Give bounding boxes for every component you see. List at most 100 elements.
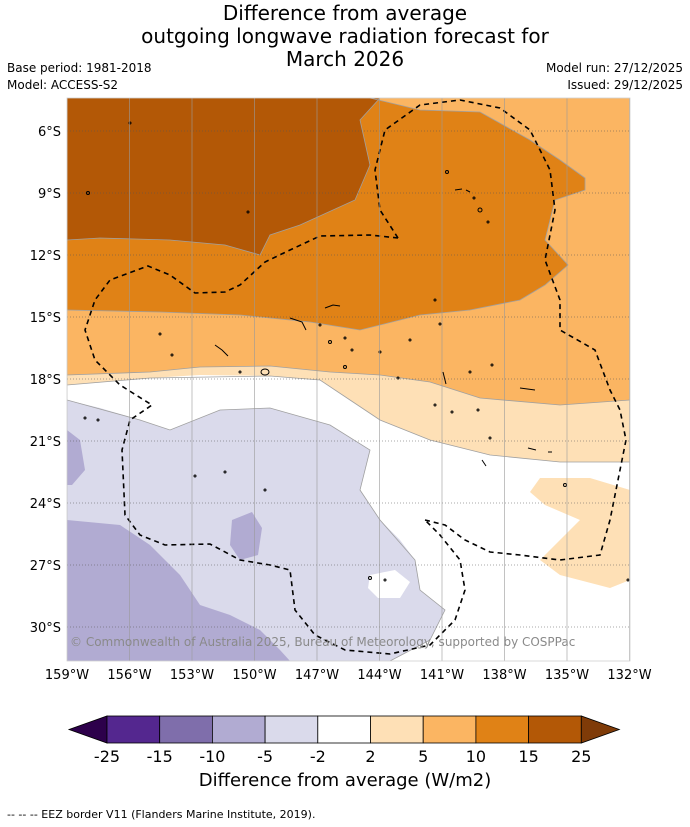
island [472, 196, 476, 200]
copyright-text: © Commonwealth of Australia 2025, Bureau… [70, 635, 575, 649]
anomaly-region-neutral-island [368, 570, 410, 598]
colorbar-tick-label: -10 [199, 747, 225, 766]
anomaly-region-2-5-southeast [530, 478, 630, 588]
island [383, 578, 387, 582]
island [438, 322, 442, 326]
island [158, 332, 162, 336]
island [454, 188, 471, 193]
island [476, 408, 480, 412]
colorbar-segment [317, 715, 371, 744]
lon-tick-label: 144°W [357, 668, 401, 683]
island [563, 483, 567, 487]
colorbar-tick-label: 25 [571, 747, 591, 766]
model-text: Model: ACCESS-S2 [7, 78, 119, 92]
map-frame [66, 97, 631, 662]
colorbar-segment [422, 715, 477, 744]
colorbar-segment [264, 715, 319, 744]
island [260, 368, 270, 376]
model-run-text: Model run: 27/12/2025 [545, 61, 683, 75]
lat-tick-label: 6°S [38, 125, 61, 140]
island [128, 121, 132, 125]
issued-text: Issued: 29/12/2025 [567, 78, 683, 92]
longitude-axis: 159°W 156°W 153°W 150°W 147°W 144°W 141°W 138°W… [45, 668, 652, 683]
island [350, 348, 354, 352]
lon-tick-label: 147°W [295, 668, 339, 683]
lat-tick-label: 24°S [30, 497, 61, 512]
island [527, 447, 552, 453]
eez-footnote: -- -- -- EEZ border V11 (Flanders Marine… [7, 808, 316, 821]
lat-tick-label: 21°S [30, 435, 61, 450]
island [468, 370, 472, 374]
lon-tick-label: 156°W [107, 668, 151, 683]
island [481, 459, 487, 467]
island [378, 350, 382, 354]
colorbar-tick-label: -2 [310, 747, 326, 766]
colorbar-tick-label: -25 [94, 747, 120, 766]
map-title: Difference from average outgoing longwav… [0, 2, 690, 71]
island [368, 576, 372, 580]
base-period-text: Base period: 1981-2018 [7, 61, 152, 75]
lat-tick-label: 30°S [30, 621, 61, 636]
colorbar-tick-label: 2 [365, 747, 375, 766]
colorbar-segment [370, 715, 424, 744]
island [343, 336, 347, 340]
colorbar-segment [159, 715, 213, 744]
island [450, 410, 454, 414]
anomaly-region-minus-5-minus-10 [67, 520, 290, 661]
colorbar-segment [211, 715, 266, 744]
anomaly-region-minus-5-minus-10-c [67, 430, 85, 485]
colorbar-tick-label: 15 [518, 747, 538, 766]
island [289, 317, 307, 331]
island [246, 210, 250, 214]
island [408, 338, 412, 342]
island [214, 344, 229, 357]
island [324, 304, 341, 309]
island [445, 170, 449, 174]
colorbar-tick-label: -15 [147, 747, 173, 766]
lon-tick-label: 150°W [232, 668, 276, 683]
anomaly-region-15-25 [67, 98, 380, 255]
title-line-1: Difference from average [222, 1, 468, 25]
island [86, 191, 90, 195]
lon-tick-label: 141°W [420, 668, 464, 683]
colorbar-low-extension [67, 715, 108, 744]
lon-tick-label: 132°W [607, 668, 651, 683]
island [442, 371, 447, 385]
island [488, 436, 492, 440]
island [328, 340, 332, 344]
island [170, 353, 174, 357]
island [477, 207, 483, 213]
lon-tick-label: 153°W [170, 668, 214, 683]
gridlines [67, 98, 630, 661]
lon-tick-label: 159°W [45, 668, 89, 683]
lat-tick-label: 18°S [30, 373, 61, 388]
colorbar: -25 -15 -10 -5 -2 2 5 10 15 25 [67, 715, 621, 766]
lon-tick-label: 138°W [482, 668, 526, 683]
islands [83, 121, 630, 582]
colorbar-segment [528, 715, 582, 744]
island [490, 363, 494, 367]
lat-tick-label: 12°S [30, 249, 61, 264]
eez-border [84, 99, 627, 655]
lat-tick-label: 27°S [30, 559, 61, 574]
colorbar-high-extension [580, 715, 621, 744]
island [238, 370, 242, 374]
contour-lines [67, 98, 630, 661]
anomaly-region-minus-5-minus-10-b [230, 512, 262, 560]
colorbar-segment [475, 715, 529, 744]
island [626, 578, 630, 582]
lon-tick-label: 135°W [545, 668, 589, 683]
title-line-2: outgoing longwave radiation forecast for [141, 24, 549, 48]
island [193, 474, 197, 478]
island [343, 365, 347, 369]
island [263, 488, 267, 492]
island [318, 323, 322, 327]
island [486, 220, 490, 224]
island [433, 298, 437, 302]
title-line-3: March 2026 [285, 47, 405, 71]
island [223, 470, 227, 474]
colorbar-tick-label: 10 [466, 747, 486, 766]
island [519, 387, 536, 391]
latitude-axis: 6°S 9°S 12°S 15°S 18°S 21°S 24°S 27°S 30°S [30, 125, 61, 636]
